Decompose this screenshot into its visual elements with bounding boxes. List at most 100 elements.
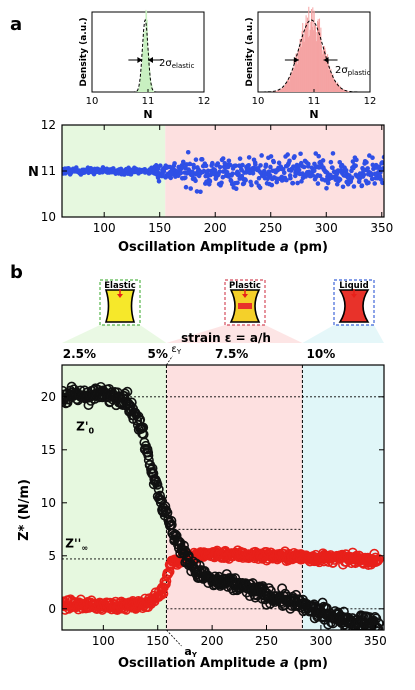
scatter-point: [243, 177, 248, 183]
contact-neck: [104, 289, 136, 323]
histogram-bar: [341, 88, 343, 92]
scatter-point: [240, 162, 245, 168]
histogram-bar: [282, 87, 284, 92]
scatter-point: [281, 170, 287, 176]
scatter-point: [183, 184, 189, 190]
histogram-bar: [333, 78, 335, 92]
histogram-bar: [333, 79, 335, 92]
zstar-xlabel: Oscillation Amplitude a (pm): [118, 656, 328, 671]
histogram-bar: [335, 84, 337, 92]
histogram-bar: [282, 88, 284, 92]
scatter-point: [158, 588, 169, 599]
scatter-point: [254, 180, 259, 185]
histogram-bar: [292, 68, 294, 92]
zstar-xtick: 150: [146, 634, 169, 648]
histogram-bar: [315, 41, 317, 92]
scatter-point: [380, 180, 384, 186]
histogram-bar: [294, 61, 296, 92]
histogram-plastic: 10 11 12 N Density (a.u.) 2σplastic: [245, 6, 376, 121]
histogram-bar: [343, 90, 345, 92]
histogram-bar: [284, 86, 286, 92]
sigma-plastic-label: 2σplastic: [335, 65, 371, 77]
scatter-point: [273, 176, 279, 181]
series-annotation: Z'0: [76, 420, 94, 436]
scatter-point: [253, 162, 258, 167]
scatter-point: [226, 158, 232, 164]
histogram-bar: [153, 91, 155, 92]
scatter-point: [296, 167, 302, 173]
histogram-bar: [301, 31, 303, 92]
histogram-bar: [338, 85, 340, 92]
scatter-point: [259, 153, 264, 158]
inset-label-liquid: Liquid: [339, 281, 368, 291]
histogram-bar: [300, 39, 302, 92]
scatter-point: [373, 554, 384, 565]
scatter-point: [366, 180, 371, 186]
histogram-bar: [323, 45, 325, 92]
scatter-point: [246, 155, 252, 160]
histogram-bar: [274, 91, 276, 92]
histogram-bar: [313, 10, 315, 92]
histogram-bar: [335, 82, 337, 92]
scatter-point: [330, 151, 336, 156]
histogram-bar: [310, 21, 312, 92]
histogram-bar: [298, 47, 300, 92]
histogram-tick-label: 11: [308, 96, 321, 107]
zstar-xtick: 300: [309, 634, 332, 648]
strain-tick-label: 5%: [148, 347, 168, 361]
scatter-point: [233, 186, 239, 191]
histogram-bar: [297, 50, 299, 92]
scatter-point: [274, 179, 280, 185]
sigma-elastic-arrows: [128, 57, 162, 63]
contact-insets: Elastic Plastic Liquid: [62, 279, 384, 343]
inset-projection: [166, 325, 303, 343]
scatter-point: [301, 164, 307, 170]
scatter-point: [354, 157, 359, 163]
histogram-bar: [317, 19, 319, 92]
histogram-bar: [309, 29, 311, 92]
scatter-point: [328, 159, 334, 165]
scatter-point: [310, 172, 316, 178]
scatter-point: [193, 178, 198, 184]
scatter-point: [257, 185, 263, 191]
scatter-point: [193, 157, 199, 162]
contact-neck: [338, 289, 370, 323]
histogram-bar: [312, 30, 314, 92]
histogram-bar: [302, 34, 304, 92]
scatter-point: [156, 179, 162, 184]
histogram-elastic-ylabel: Density (a.u.): [79, 17, 89, 86]
scatter-point: [284, 177, 289, 183]
histogram-bar: [296, 55, 298, 92]
histogram-bar: [320, 27, 322, 93]
histogram-bar: [327, 60, 329, 92]
scatter-point: [306, 161, 311, 167]
scatter-point: [210, 160, 215, 166]
scatter-point: [377, 166, 382, 172]
histogram-elastic: 10 11 12 N Density (a.u.) 2σelastic: [79, 9, 210, 121]
histogram-bar: [283, 86, 285, 92]
yield-amplitude-label: aY: [184, 645, 197, 659]
histogram-bar: [346, 91, 348, 92]
scatter-point: [157, 163, 163, 168]
histogram-bar: [298, 50, 300, 92]
scatter-point: [187, 161, 193, 167]
region-liquid: [302, 365, 384, 630]
scatter-point: [198, 189, 203, 195]
histogram-bar: [143, 30, 145, 92]
scatter-point: [122, 386, 133, 397]
scatter-point: [373, 623, 384, 630]
inset-label-plastic: Plastic: [229, 281, 261, 291]
histogram-bar: [345, 90, 347, 92]
histogram-bar: [137, 90, 139, 92]
scatter-point: [217, 164, 223, 170]
histogram-bar: [291, 70, 293, 92]
histogram-bar: [328, 69, 330, 92]
histogram-bar: [343, 89, 345, 92]
scatter-point: [199, 157, 205, 162]
scatter-point: [353, 163, 358, 169]
strain-yield-label: εY: [171, 344, 181, 356]
scatter-point: [317, 173, 323, 179]
histogram-bar: [292, 72, 294, 92]
scatter-point: [337, 177, 343, 182]
